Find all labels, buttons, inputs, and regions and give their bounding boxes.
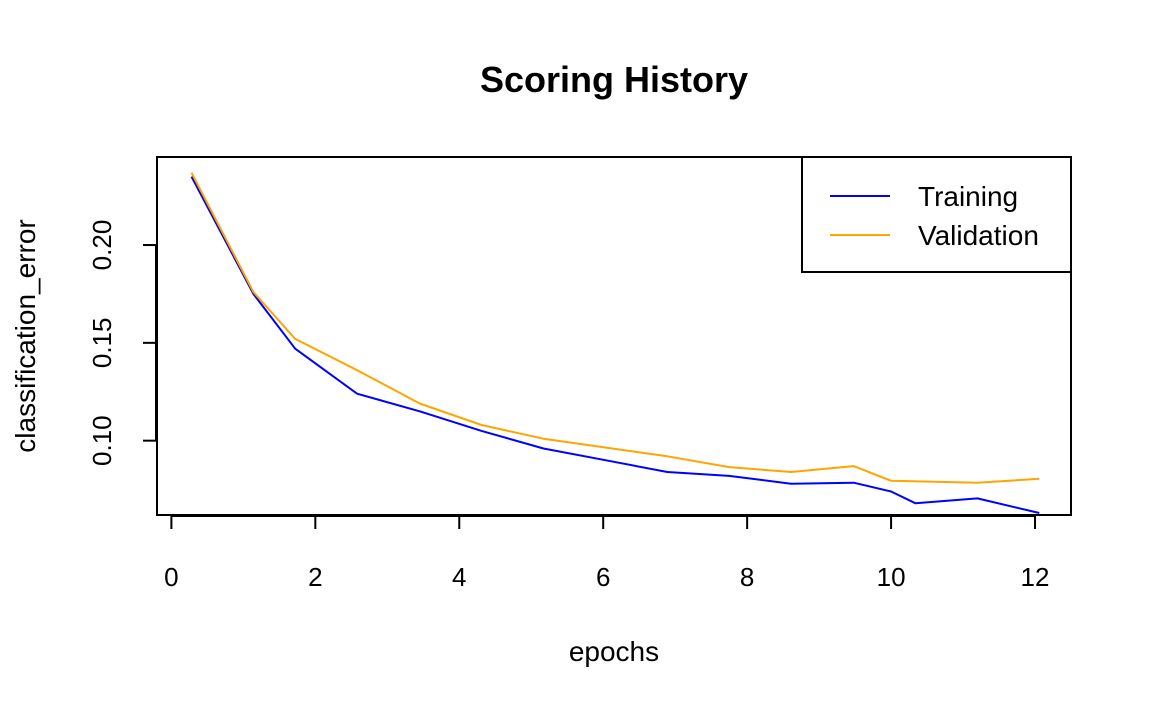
x-tick-label: 0 — [164, 562, 178, 592]
y-tick-label: 0.15 — [87, 318, 117, 369]
y-tick-label: 0.10 — [87, 415, 117, 466]
x-tick-label: 4 — [452, 562, 466, 592]
series-line-training — [190, 176, 1040, 514]
x-axis-label: epochs — [569, 636, 659, 667]
legend-label-training: Training — [918, 181, 1018, 212]
x-tick-label: 12 — [1021, 562, 1050, 592]
legend-label-validation: Validation — [918, 220, 1039, 251]
x-tick-label: 8 — [740, 562, 754, 592]
y-tick-label: 0.20 — [87, 220, 117, 271]
legend-box — [801, 156, 1072, 273]
x-tick-label: 6 — [596, 562, 610, 592]
y-axis-label: classification_error — [10, 219, 41, 452]
legend: Training Validation — [801, 156, 1072, 273]
series-layer — [190, 172, 1040, 514]
series-line-validation — [190, 172, 1040, 484]
x-tick-label: 2 — [308, 562, 322, 592]
y-axis: 0.10 0.15 0.20 — [87, 220, 157, 466]
x-axis: 0 2 4 6 8 10 12 — [164, 515, 1049, 592]
x-tick-label: 10 — [877, 562, 906, 592]
chart-title: Scoring History — [480, 59, 748, 100]
